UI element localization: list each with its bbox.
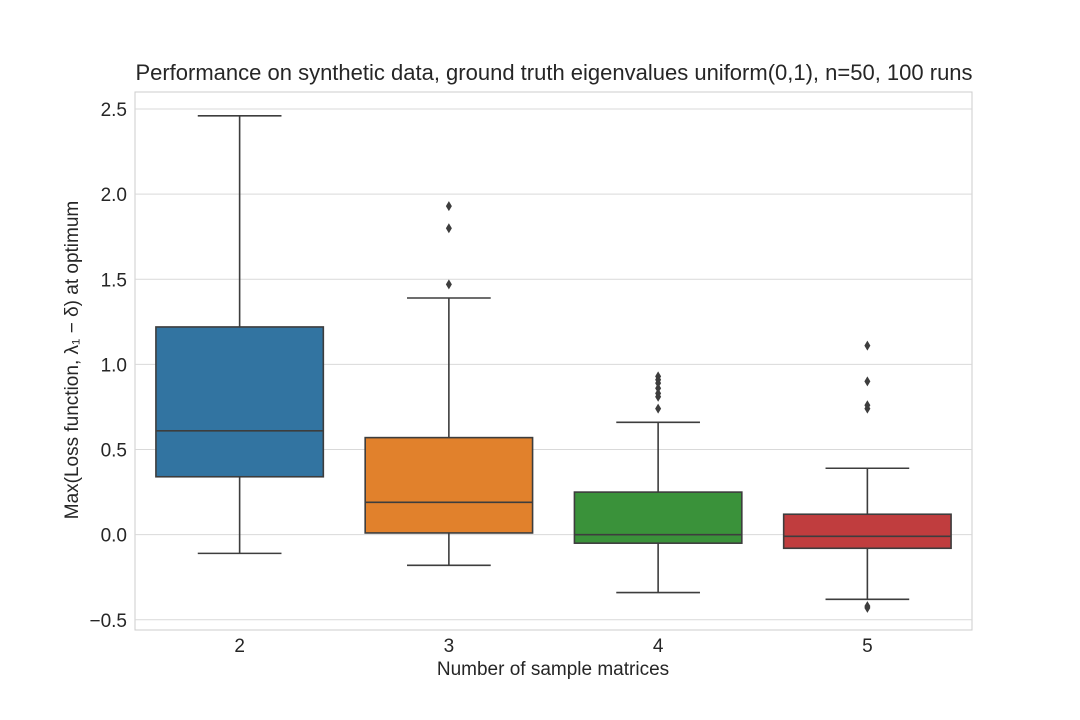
y-tick-label: −0.5: [89, 611, 127, 632]
y-tick-labels: −0.5 0.0 0.5 1.0 1.5 2.0 2.5: [89, 100, 127, 632]
outlier-point: [655, 388, 662, 399]
box-3: [364, 436, 534, 534]
y-axis-label: Max(Loss function, λ₁ − δ) at optimum: [62, 201, 83, 519]
outlier-point: [655, 371, 662, 382]
y-tick-label: 2.0: [101, 185, 127, 206]
y-tick-label: 2.5: [101, 100, 127, 121]
x-tick-label: 2: [234, 636, 245, 657]
outlier-point: [445, 223, 452, 234]
chart-title: Performance on synthetic data, ground tr…: [135, 60, 972, 85]
x-tick-label: 5: [862, 636, 873, 657]
x-tick-label: 3: [444, 636, 455, 657]
x-tick-labels: 2 3 4 5: [234, 636, 872, 657]
box-5: [782, 513, 952, 550]
y-tick-label: 0.5: [101, 441, 127, 462]
y-tick-label: 1.5: [101, 270, 127, 291]
outlier-point: [655, 383, 662, 394]
x-axis-label: Number of sample matrices: [437, 659, 669, 680]
y-tick-label: 0.0: [101, 526, 127, 547]
outlier-point: [864, 340, 871, 351]
outlier-point: [864, 376, 871, 387]
outlier-point: [864, 400, 871, 411]
x-tick-label: 4: [653, 636, 664, 657]
y-tick-label: 1.0: [101, 355, 127, 376]
outlier-point: [864, 602, 871, 613]
outlier-point: [655, 403, 662, 414]
outlier-point: [445, 201, 452, 212]
box-4: [573, 491, 743, 544]
outlier-point: [445, 279, 452, 290]
boxes-layer: [155, 115, 952, 613]
box-2: [155, 326, 325, 478]
